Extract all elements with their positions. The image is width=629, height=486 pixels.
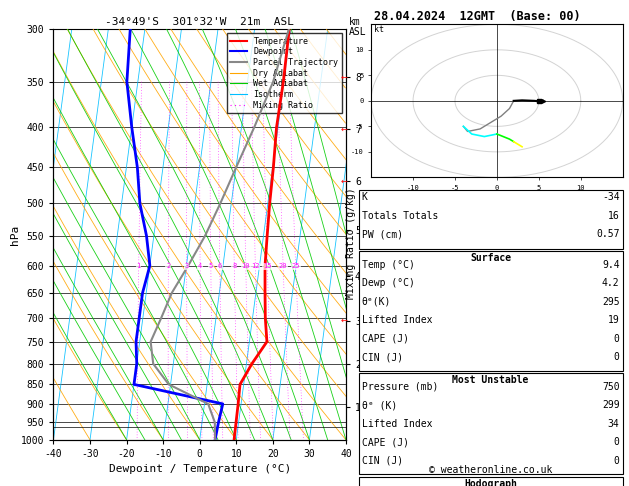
Text: Most Unstable: Most Unstable: [452, 375, 529, 385]
Text: Pressure (mb): Pressure (mb): [362, 382, 438, 392]
Text: PW (cm): PW (cm): [362, 229, 403, 240]
Text: Hodograph: Hodograph: [464, 479, 517, 486]
Y-axis label: hPa: hPa: [9, 225, 19, 244]
Text: 6: 6: [218, 263, 222, 269]
Text: 10: 10: [242, 263, 250, 269]
Text: 4.2: 4.2: [602, 278, 620, 289]
Text: 0.57: 0.57: [596, 229, 620, 240]
Text: Lifted Index: Lifted Index: [362, 419, 432, 429]
Text: ASL: ASL: [349, 27, 367, 37]
Text: 12: 12: [251, 263, 260, 269]
Text: Surface: Surface: [470, 253, 511, 263]
Text: 9.4: 9.4: [602, 260, 620, 270]
Text: 1: 1: [136, 263, 141, 269]
Text: kt: kt: [374, 25, 384, 34]
Text: K: K: [362, 192, 367, 203]
Text: 20: 20: [279, 263, 287, 269]
Text: ←: ←: [341, 316, 348, 325]
Text: CAPE (J): CAPE (J): [362, 437, 409, 448]
Text: © weatheronline.co.uk: © weatheronline.co.uk: [429, 465, 552, 475]
Text: CIN (J): CIN (J): [362, 352, 403, 363]
Text: θᵉ(K): θᵉ(K): [362, 297, 391, 307]
Text: ←: ←: [341, 72, 348, 81]
Text: 15: 15: [263, 263, 272, 269]
Text: 28.04.2024  12GMT  (Base: 00): 28.04.2024 12GMT (Base: 00): [374, 10, 581, 23]
X-axis label: Dewpoint / Temperature (°C): Dewpoint / Temperature (°C): [109, 465, 291, 474]
Text: 16: 16: [608, 211, 620, 221]
Text: ←: ←: [341, 176, 348, 185]
Text: 4: 4: [198, 263, 202, 269]
Text: Dewp (°C): Dewp (°C): [362, 278, 415, 289]
Text: Mixing Ratio (g/kg): Mixing Ratio (g/kg): [346, 187, 356, 299]
Text: Totals Totals: Totals Totals: [362, 211, 438, 221]
Text: 750: 750: [602, 382, 620, 392]
Text: 0: 0: [614, 437, 620, 448]
Text: 5: 5: [209, 263, 213, 269]
Text: 0: 0: [614, 334, 620, 344]
Text: 19: 19: [608, 315, 620, 326]
Text: -34: -34: [602, 192, 620, 203]
Text: CAPE (J): CAPE (J): [362, 334, 409, 344]
Text: 299: 299: [602, 400, 620, 411]
Text: CIN (J): CIN (J): [362, 456, 403, 466]
Text: 295: 295: [602, 297, 620, 307]
Text: ←: ←: [341, 124, 348, 134]
Text: 34: 34: [608, 419, 620, 429]
Text: θᵉ (K): θᵉ (K): [362, 400, 397, 411]
Legend: Temperature, Dewpoint, Parcel Trajectory, Dry Adiabat, Wet Adiabat, Isotherm, Mi: Temperature, Dewpoint, Parcel Trajectory…: [227, 34, 342, 113]
Title: -34°49'S  301°32'W  21m  ASL: -34°49'S 301°32'W 21m ASL: [105, 17, 294, 27]
Text: Temp (°C): Temp (°C): [362, 260, 415, 270]
Text: 0: 0: [614, 352, 620, 363]
Text: km: km: [349, 17, 361, 27]
Text: 2: 2: [166, 263, 170, 269]
Text: 3: 3: [184, 263, 189, 269]
Text: 25: 25: [291, 263, 300, 269]
Text: Lifted Index: Lifted Index: [362, 315, 432, 326]
Text: 8: 8: [232, 263, 237, 269]
Text: 0: 0: [614, 456, 620, 466]
